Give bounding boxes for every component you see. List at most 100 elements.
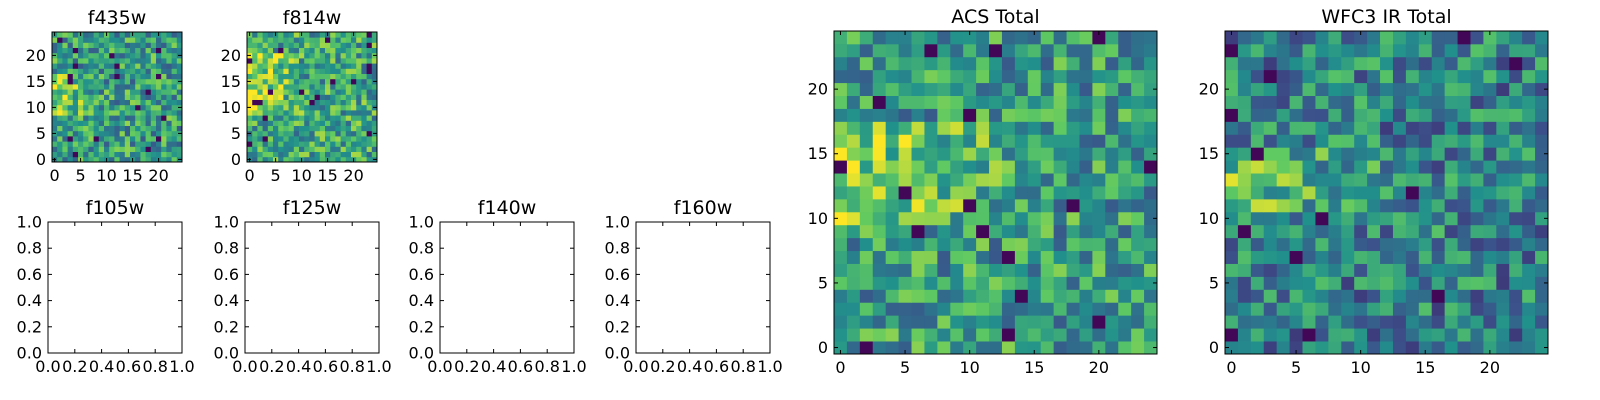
heatmap-cell (67, 156, 74, 163)
heatmap-cell (57, 78, 63, 85)
heatmap-cell (1092, 121, 1106, 135)
heatmap-cell (150, 125, 157, 132)
heatmap-cell (1457, 289, 1471, 303)
heatmap-cell (340, 156, 347, 163)
heatmap-cell (278, 42, 284, 48)
heatmap-cell (361, 115, 367, 121)
heatmap-cell (872, 328, 887, 342)
heatmap-cell (140, 141, 146, 147)
heatmap-cell (1250, 198, 1265, 213)
heatmap-cell (166, 110, 172, 116)
heatmap-cell (872, 121, 887, 135)
heatmap-cell (1092, 224, 1106, 239)
heatmap-cell (1509, 289, 1523, 303)
heatmap-cell (834, 134, 848, 148)
heatmap-cell (124, 115, 131, 121)
heatmap-cell (1263, 56, 1278, 71)
heatmap-cell (1302, 186, 1316, 200)
heatmap-cell (1367, 31, 1381, 45)
heatmap-cell (247, 110, 253, 116)
heatmap-cell (83, 141, 89, 147)
heatmap-cell (846, 302, 861, 316)
heatmap-cell (1225, 250, 1239, 264)
heatmap-cell (911, 134, 925, 148)
heatmap-cell (1118, 198, 1132, 213)
heatmap-cell (872, 250, 887, 264)
heatmap-cell (247, 58, 253, 64)
heatmap-cell (1444, 263, 1458, 277)
heatmap-cell (267, 156, 274, 163)
heatmap-cell (145, 146, 152, 152)
heatmap-cell (156, 42, 162, 48)
heatmap-cell (299, 136, 305, 142)
heatmap-cell (371, 47, 378, 54)
heatmap-cell (366, 141, 373, 147)
heatmap-cell (1444, 121, 1458, 135)
heatmap-cell (1118, 95, 1132, 109)
heatmap-cell (267, 115, 274, 121)
heatmap-cell (1066, 276, 1080, 290)
heatmap-cell (98, 115, 105, 121)
heatmap-cell (278, 52, 284, 59)
heatmap-cell (67, 89, 74, 95)
heatmap-cell (109, 94, 115, 100)
heatmap-cell (104, 104, 110, 111)
heatmap-cell (1444, 289, 1458, 303)
heatmap-cell (345, 151, 352, 158)
heatmap-cell (1263, 121, 1278, 135)
heatmap-cell (283, 78, 289, 85)
heatmap-cell (1315, 108, 1329, 122)
heatmap-cell (62, 63, 68, 69)
heatmap-cell (293, 136, 300, 142)
heatmap-cell (834, 211, 848, 226)
heatmap-cell (1315, 341, 1329, 355)
heatmap-cell (1225, 198, 1239, 213)
heatmap-cell (1131, 250, 1145, 264)
heatmap-cell (119, 42, 126, 48)
heatmap-cell (1131, 134, 1145, 148)
heatmap-cell (1328, 250, 1342, 264)
heatmap-cell (1457, 95, 1471, 109)
heatmap-cell (872, 224, 887, 239)
heatmap-cell (1040, 69, 1055, 84)
heatmap-cell (1496, 250, 1510, 264)
heatmap-cell (83, 89, 89, 95)
heatmap-cell (257, 156, 263, 163)
heatmap-cell (340, 104, 347, 111)
heatmap-cell (278, 115, 284, 121)
heatmap-cell (156, 120, 162, 126)
heatmap-cell (109, 136, 115, 142)
heatmap-cell (52, 136, 58, 142)
heatmap-cell (340, 63, 347, 69)
heatmap-cell (88, 32, 94, 38)
heatmap-cell (1237, 211, 1252, 226)
heatmap-cell (1250, 82, 1265, 96)
heatmap-cell (1315, 328, 1329, 342)
heatmap-cell (989, 250, 1003, 264)
heatmap-cell (1302, 263, 1316, 277)
heatmap-cell (846, 69, 861, 84)
heatmap-cell (304, 110, 310, 116)
heatmap-cell (262, 130, 269, 137)
heatmap-cell (166, 99, 172, 106)
heatmap-cell (1027, 341, 1042, 355)
heatmap-cell (1302, 315, 1316, 329)
heatmap-cell (911, 276, 925, 290)
heatmap-cell (309, 120, 315, 126)
heatmap-cell (1131, 173, 1145, 187)
heatmap-cell (872, 198, 887, 213)
heatmap-cell (83, 73, 89, 80)
x-tick-label: 1.0 (169, 357, 194, 376)
heatmap-cell (1118, 173, 1132, 187)
heatmap-cell (885, 198, 899, 213)
heatmap-cell (1276, 211, 1290, 226)
heatmap-cell (293, 151, 300, 158)
heatmap-cell (1001, 147, 1016, 161)
heatmap-cell (335, 151, 341, 158)
panel-title: f105w (86, 197, 145, 219)
heatmap-cell (371, 68, 378, 74)
heatmap-cell (1380, 69, 1394, 84)
heatmap-cell (330, 110, 336, 116)
heatmap-cell (299, 89, 305, 95)
